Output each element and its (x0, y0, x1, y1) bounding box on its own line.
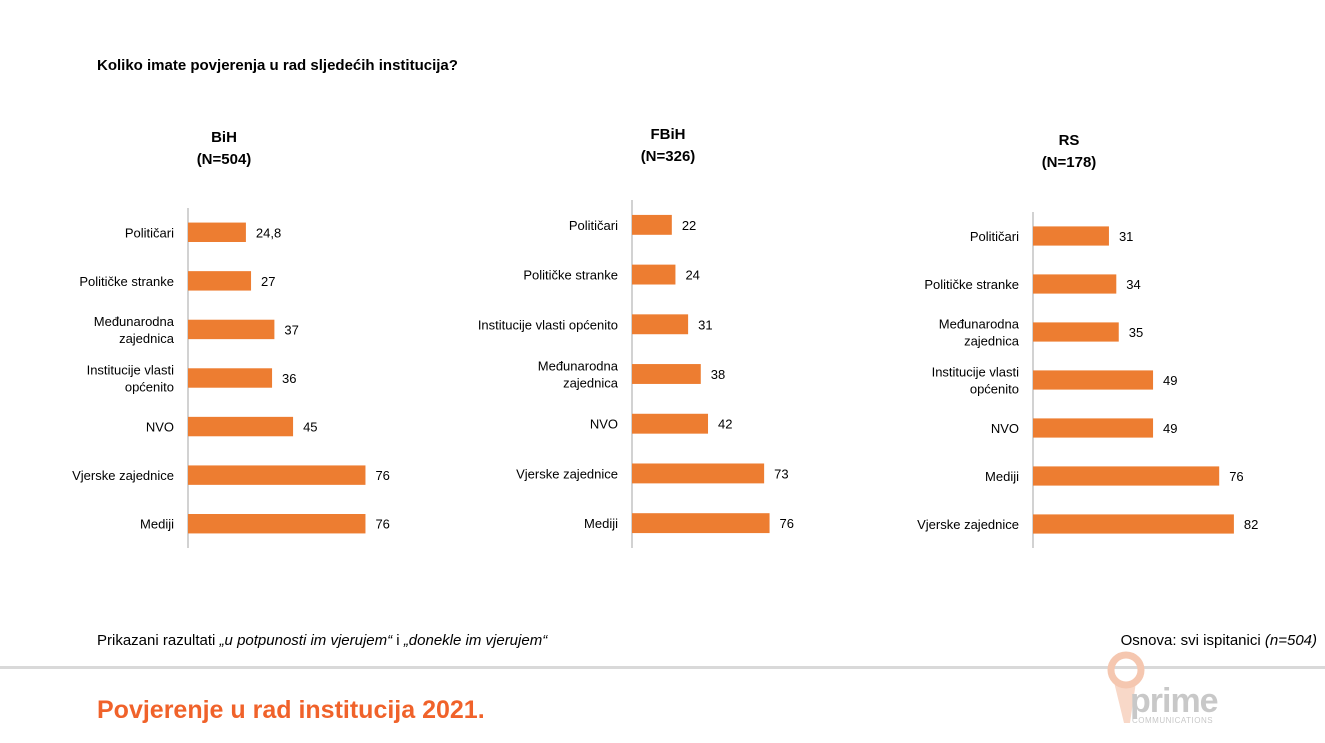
category-label: Vjerske zajednice (72, 468, 174, 483)
category-label: zajednica (964, 334, 1020, 349)
category-label: Mediji (584, 516, 618, 531)
value-label: 82 (1244, 517, 1258, 532)
value-label: 49 (1163, 421, 1177, 436)
value-label: 36 (282, 371, 296, 386)
category-label: Institucije vlasti općenito (478, 317, 618, 332)
value-label: 45 (303, 420, 317, 435)
category-label: zajednica (119, 331, 175, 346)
value-label: 76 (375, 517, 389, 532)
category-label: Mediji (985, 469, 1019, 484)
chart-panel-1: FBiH (N=326) 22 Političari 24 Političke stran… (478, 126, 794, 548)
bar (188, 368, 273, 388)
value-label: 35 (1129, 325, 1143, 340)
value-label: 22 (682, 218, 696, 233)
chart-title-line: (N=326) (641, 148, 696, 165)
category-label: općenito (970, 382, 1019, 397)
bar-charts: BiH (N=504) 24,8 Političari 27 Političke stra… (72, 126, 1258, 548)
basis-n: (n=504) (1264, 632, 1317, 649)
bar (1033, 226, 1109, 246)
category-label: Institucije vlasti (87, 363, 175, 378)
bar (188, 222, 246, 242)
footnote-mid: i (392, 632, 404, 649)
value-label: 49 (1163, 373, 1177, 388)
bar (632, 214, 672, 235)
category-label: Političari (125, 225, 174, 240)
chart-panel-2: RS (N=178) 31 Političari 34 Političke stranke… (917, 132, 1258, 548)
footnote-quote-2: „donekle im vjerujem“ (403, 632, 548, 649)
value-label: 31 (698, 317, 712, 332)
footnote-prefix: Prikazani razultati (97, 632, 220, 649)
chart-area: BiH (N=504) 24,8 Političari 27 Političke stra… (72, 126, 1258, 548)
bar (632, 314, 689, 335)
bar (1033, 514, 1234, 534)
bar (1033, 418, 1154, 438)
bar (632, 364, 701, 384)
value-label: 24 (685, 268, 699, 283)
footnote-quote-1: „u potpunosti im vjerujem“ (219, 632, 393, 649)
category-label: Političke stranke (523, 268, 618, 283)
value-label: 31 (1119, 229, 1133, 244)
chart-title-line: (N=504) (197, 151, 252, 168)
value-label: 37 (284, 322, 298, 337)
bar (632, 413, 709, 434)
slide-title: Povjerenje u rad institucija 2021. (97, 696, 485, 724)
chart-title-line: RS (1059, 132, 1080, 149)
value-label: 76 (375, 468, 389, 483)
bar (1033, 274, 1117, 294)
bar (188, 465, 366, 485)
category-label: Političke stranke (924, 277, 1019, 292)
category-label: Međunarodna (538, 359, 619, 374)
bar (632, 463, 765, 484)
chart-panel-0: BiH (N=504) 24,8 Političari 27 Političke stra… (72, 129, 390, 548)
footnote-right: Osnova: svi ispitanici (n=504) (1121, 632, 1317, 649)
question-title: Koliko imate povjerenja u rad sljedećih … (97, 57, 458, 74)
value-label: 42 (718, 417, 732, 432)
bar (188, 319, 275, 340)
value-label: 38 (711, 367, 725, 382)
bar (188, 416, 294, 437)
category-label: Vjerske zajednice (917, 517, 1019, 532)
value-label: 73 (774, 466, 788, 481)
pin-logo-icon (1107, 651, 1145, 723)
category-label: Međunarodna (94, 314, 175, 329)
bar (1033, 370, 1154, 390)
bar (1033, 466, 1220, 486)
chart-title-line: (N=178) (1042, 154, 1097, 171)
category-label: NVO (146, 420, 174, 435)
basis-prefix: Osnova: svi ispitanici (1120, 632, 1265, 649)
category-label: Vjerske zajednice (516, 466, 618, 481)
category-label: Političke stranke (79, 274, 174, 289)
chart-title-line: FBiH (651, 126, 686, 143)
category-label: Političari (970, 229, 1019, 244)
category-label: NVO (590, 417, 618, 432)
value-label: 24,8 (256, 225, 281, 240)
value-label: 76 (780, 516, 794, 531)
value-label: 76 (1229, 469, 1243, 484)
category-label: Političari (569, 218, 618, 233)
bar (188, 271, 252, 291)
bar (632, 264, 676, 285)
logo-sub: COMMUNICATIONS (1132, 716, 1214, 725)
category-label: općenito (125, 380, 174, 395)
category-label: Mediji (140, 517, 174, 532)
category-label: zajednica (563, 376, 619, 391)
category-label: Međunarodna (939, 317, 1020, 332)
category-label: Institucije vlasti (932, 365, 1020, 380)
bar (188, 514, 366, 534)
footnote-left: Prikazani razultati „u potpunosti im vje… (97, 632, 547, 649)
chart-title-line: BiH (211, 129, 237, 146)
value-label: 34 (1126, 277, 1140, 292)
category-label: NVO (991, 421, 1019, 436)
logo-name: prime (1130, 682, 1219, 720)
footer-divider (0, 666, 1325, 669)
bar (632, 513, 770, 534)
value-label: 27 (261, 274, 275, 289)
bar (1033, 322, 1119, 342)
